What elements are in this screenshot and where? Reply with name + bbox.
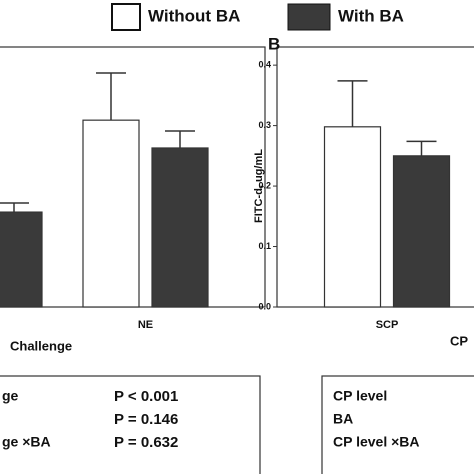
stats-p: P = 0.146	[114, 411, 178, 428]
bar	[392, 155, 451, 308]
y-tick-label: 0.0	[258, 301, 271, 311]
bar	[82, 119, 140, 308]
stats-term: ge	[2, 388, 19, 404]
x-tick-label: NE	[138, 319, 153, 331]
x-tick-label: CP	[450, 333, 468, 348]
panel-label: B	[268, 34, 280, 53]
legend-label: With BA	[338, 6, 404, 25]
stats-term: BA	[333, 411, 353, 427]
legend-swatch	[111, 3, 141, 31]
y-tick-label: 0.2	[258, 180, 271, 190]
stats-term: CP level ×BA	[333, 434, 420, 450]
stats-p: P = 0.632	[114, 434, 178, 451]
legend-label: Without BA	[148, 6, 240, 25]
y-tick-label: 0.4	[258, 60, 271, 70]
stats-box	[321, 375, 474, 474]
y-tick-label: 0.3	[258, 120, 271, 130]
legend-swatch	[287, 3, 331, 31]
x-axis-label: Challenge	[10, 338, 72, 353]
stats-term: CP level	[333, 388, 387, 404]
y-axis-label: FITC-d, ug/mL	[253, 149, 265, 223]
bar	[323, 126, 382, 308]
stats-box	[0, 375, 261, 474]
stats-term: ge ×BA	[2, 434, 51, 450]
bar	[151, 147, 209, 308]
y-tick-label: 0.1	[258, 241, 271, 251]
x-tick-label: SCP	[376, 319, 399, 331]
stats-p: P < 0.001	[114, 388, 178, 405]
bar	[0, 211, 43, 308]
